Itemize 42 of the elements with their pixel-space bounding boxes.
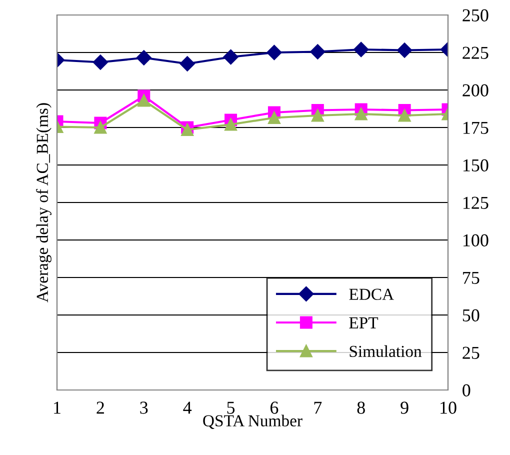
point bbox=[354, 108, 368, 120]
y-tick-label: 175 bbox=[463, 122, 488, 134]
point bbox=[223, 49, 238, 65]
point bbox=[180, 56, 195, 72]
legend-label: EDCA bbox=[349, 288, 394, 300]
y-tick-label: 0 bbox=[462, 384, 470, 396]
y-tick-label: 125 bbox=[463, 196, 488, 209]
y-tick-label: 150 bbox=[463, 159, 488, 172]
point bbox=[398, 109, 411, 122]
x-tick-label: 9 bbox=[400, 402, 408, 414]
x-tick-label: 5 bbox=[227, 402, 235, 414]
y-tick-label: 250 bbox=[462, 9, 488, 22]
y-tick-label: 75 bbox=[463, 272, 480, 284]
y-tick-label: 225 bbox=[462, 46, 488, 59]
point bbox=[266, 44, 282, 60]
x-tick-label: 4 bbox=[183, 402, 192, 414]
x-tick-label: 7 bbox=[314, 402, 322, 414]
point bbox=[138, 94, 150, 107]
x-tick-label: 2 bbox=[96, 402, 104, 414]
legend-label: EPT bbox=[349, 317, 378, 328]
point bbox=[310, 44, 326, 60]
x-tick-label: 6 bbox=[270, 402, 278, 414]
point bbox=[92, 54, 108, 70]
point bbox=[224, 118, 238, 131]
point bbox=[354, 42, 369, 58]
point bbox=[136, 50, 152, 66]
y-tick-label: 25 bbox=[462, 346, 480, 359]
point bbox=[396, 42, 412, 58]
x-tick-label: 1 bbox=[54, 402, 60, 414]
y-axis-title: Average delay of AC_BE(ms) bbox=[36, 103, 52, 302]
point bbox=[311, 109, 324, 122]
y-tick-label: 100 bbox=[463, 234, 488, 246]
x-axis-title: QSTA Number bbox=[203, 414, 302, 429]
y-tick-label: 200 bbox=[462, 84, 488, 96]
legend-label: Simulation bbox=[350, 345, 422, 358]
x-tick-label: 3 bbox=[140, 402, 148, 414]
y-tick-label: 50 bbox=[462, 309, 480, 322]
x-tick-label: 10 bbox=[440, 402, 456, 414]
x-tick-label: 8 bbox=[357, 402, 365, 414]
point bbox=[94, 121, 107, 134]
point bbox=[268, 112, 280, 124]
point bbox=[181, 124, 194, 136]
